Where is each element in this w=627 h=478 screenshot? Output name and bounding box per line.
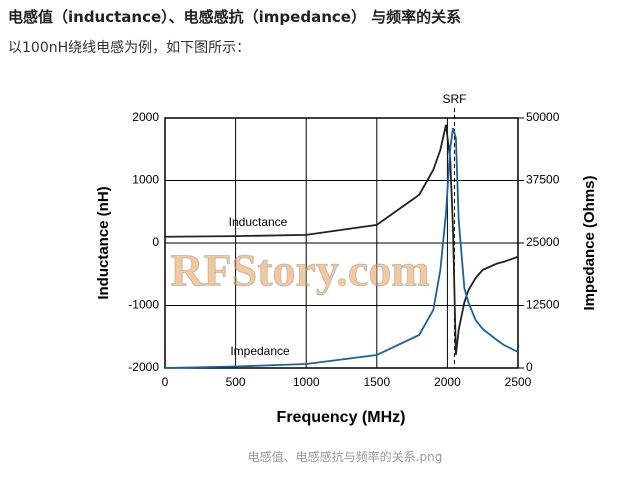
x-tick-label: 1500 (363, 375, 390, 389)
series-annotation: Inductance (229, 215, 288, 229)
watermark: RFStory.com (170, 245, 429, 296)
y2-tick-label: 12500 (526, 298, 560, 312)
intro-text: 以100nH绕线电感为例，如下图所示： (8, 40, 251, 56)
y-tick-label: 1000 (132, 173, 159, 187)
series-line (164, 124, 519, 355)
series-line (164, 127, 519, 369)
srf-label: SRF (442, 92, 466, 106)
y-tick-label: 0 (152, 235, 159, 249)
y2-axis-label: Impedance (Ohms) (581, 175, 598, 310)
series-annotation: Impedance (230, 344, 290, 358)
image-caption: 电感值、电感感抗与频率的关系.png (247, 450, 443, 464)
y2-tick-label: 37500 (526, 173, 560, 187)
y-axis-label: Inductance (nH) (95, 186, 112, 299)
x-tick-label: 0 (162, 375, 169, 389)
y2-tick-label: 25000 (526, 235, 560, 249)
y-tick-label: 2000 (132, 110, 159, 124)
chart: -2000-1000010002000012500250003750050000… (95, 92, 598, 426)
y-tick-label: -1000 (128, 298, 159, 312)
x-tick-label: 2000 (434, 375, 461, 389)
y2-tick-label: 50000 (526, 110, 560, 124)
x-tick-label: 500 (226, 375, 246, 389)
heading: 电感值（inductance）、电感感抗（impedance） 与频率的关系 (8, 8, 462, 26)
x-axis-label: Frequency (MHz) (277, 409, 406, 426)
y2-tick-label: 0 (526, 360, 533, 374)
x-tick-label: 1000 (293, 375, 320, 389)
x-tick-label: 2500 (505, 375, 532, 389)
y-tick-label: -2000 (128, 360, 159, 374)
